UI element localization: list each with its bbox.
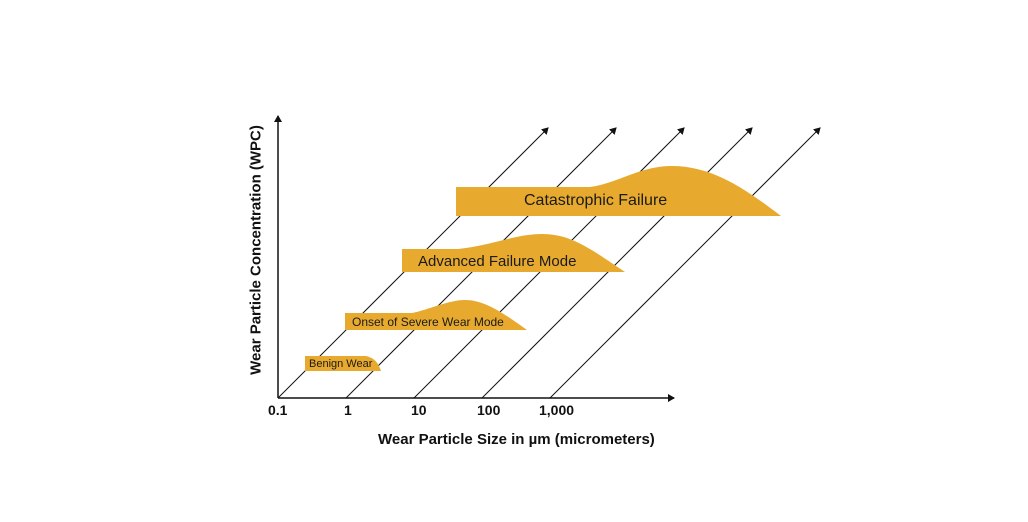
x-tick-label: 0.1 [268,402,288,418]
zone-label-advanced: Advanced Failure Mode [418,253,577,270]
zone-shape-advanced [402,234,625,272]
x-axis-label: Wear Particle Size in µm (micrometers) [378,431,655,448]
zone-shape-onset [345,300,527,330]
x-tick-label: 100 [477,402,501,418]
zone-label-benign: Benign Wear [309,358,373,370]
x-tick-label: 1,000 [539,402,575,418]
zone-label-onset: Onset of Severe Wear Mode [352,315,504,329]
y-axis-label: Wear Particle Concentration (WPC) [247,125,265,375]
x-tick-label: 10 [411,402,427,418]
diagonal-line-5 [549,127,821,399]
x-tick-label: 1 [344,402,352,418]
zone-shape-catastrophic [456,166,781,216]
zone-shape-benign [305,356,381,371]
zone-label-catastrophic: Catastrophic Failure [524,192,668,209]
